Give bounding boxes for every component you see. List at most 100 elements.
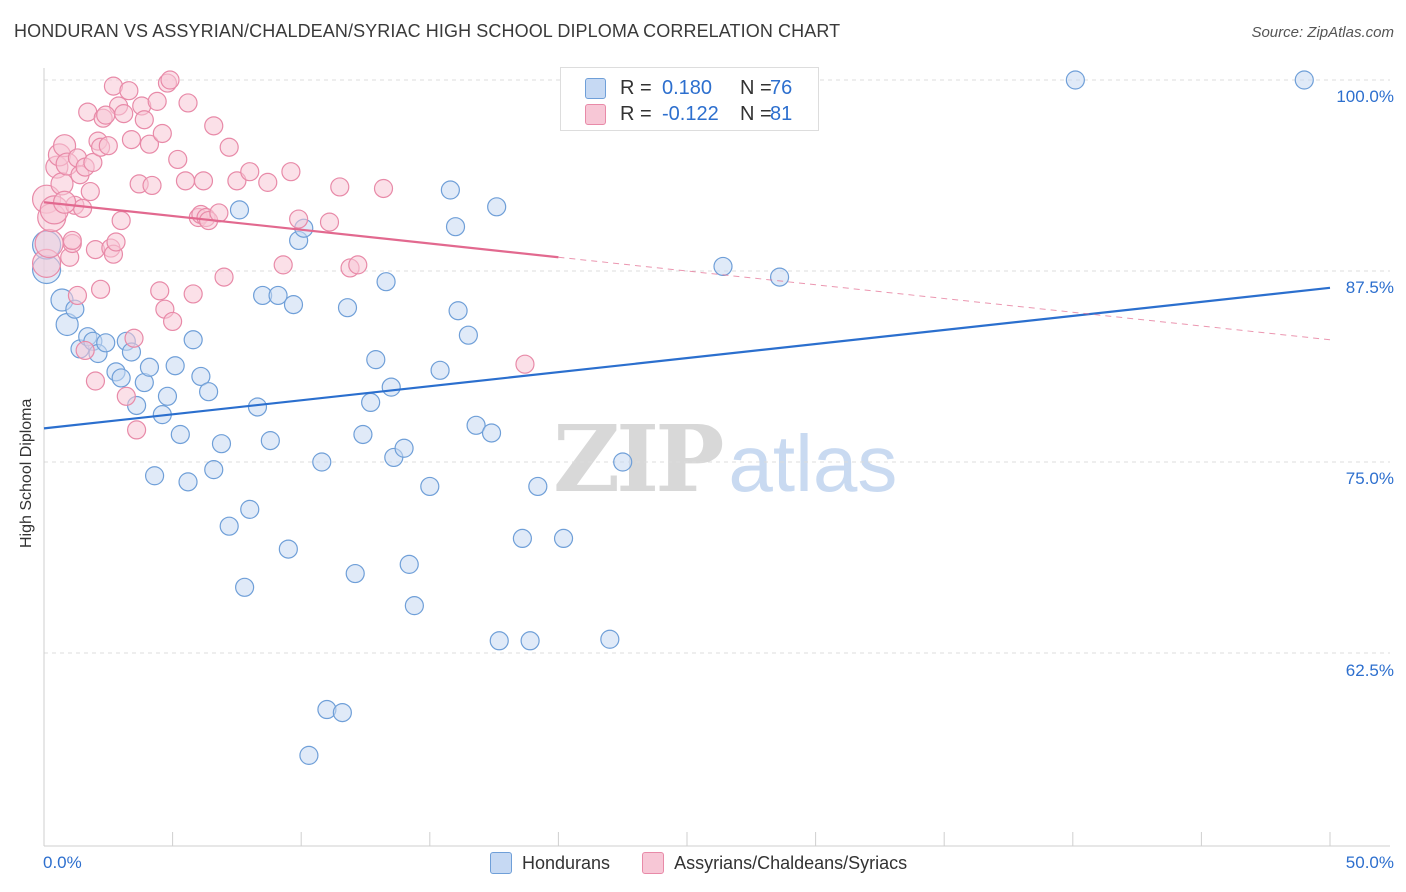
watermark: ZIP atlas: [553, 405, 897, 513]
honduran-point: [312, 452, 332, 472]
assyrian-point: [319, 212, 340, 232]
y-tick-label-87-5: 87.5%: [1345, 278, 1394, 297]
legend-row-assyrians: R = -0.122 N = 81: [585, 101, 792, 127]
assyrian-point: [62, 230, 82, 251]
assyrian-point: [240, 162, 260, 182]
honduran-point: [448, 301, 468, 321]
assyrian-point: [124, 328, 144, 348]
assyrian-point: [134, 110, 154, 130]
honduran-point: [381, 377, 401, 397]
legend-r-value: 0.180: [662, 76, 713, 99]
assyrian-trend-line: [43, 201, 559, 259]
honduran-point: [430, 360, 450, 380]
honduran-point: [178, 472, 198, 492]
legend-n-label: N =: [740, 76, 772, 99]
legend-n-value: 76: [770, 76, 793, 99]
honduran-point: [553, 528, 574, 549]
honduran-point: [713, 256, 733, 277]
honduran-point: [111, 368, 131, 388]
assyrian-point: [258, 172, 278, 192]
honduran-point: [613, 452, 633, 472]
assyrian-point: [80, 181, 100, 202]
assyrian-point: [85, 371, 106, 391]
assyrian-point: [281, 162, 301, 182]
honduran-point: [332, 702, 352, 723]
honduran-point: [1065, 70, 1085, 90]
honduran-point: [260, 431, 280, 451]
honduran-point: [165, 356, 185, 376]
legend-r-value: -0.122: [662, 102, 719, 125]
y-axis-label-wrap: High School Diploma: [18, 399, 38, 748]
assyrian-point: [34, 228, 64, 259]
legend-r-label: R =: [620, 76, 652, 99]
honduran-point: [466, 415, 486, 435]
chart-title: HONDURAN VS ASSYRIAN/CHALDEAN/SYRIAC HIG…: [14, 21, 841, 41]
assyrian-point: [160, 70, 180, 90]
assyrian-point: [83, 152, 103, 173]
stats-legend: R = 0.180 N = 76 R = -0.122 N = 81: [560, 67, 819, 131]
legend-swatch-assyrians: [642, 852, 665, 874]
assyrian-point: [126, 420, 147, 440]
honduran-point: [404, 596, 424, 616]
legend-swatch-blue: [585, 77, 606, 99]
assyrian-trend-extension: [558, 256, 1331, 341]
assyrian-point: [330, 177, 350, 197]
honduran-point: [283, 295, 304, 315]
honduran-point: [211, 434, 232, 454]
honduran-point: [345, 563, 365, 584]
assyrian-point: [72, 198, 93, 218]
assyrian-point: [67, 285, 88, 306]
assyrian-point: [116, 386, 136, 406]
honduran-point: [445, 217, 466, 237]
honduran-point: [366, 350, 386, 370]
assyrian-point: [273, 255, 293, 275]
honduran-point: [600, 629, 620, 649]
legend-r-label: R =: [620, 102, 652, 125]
assyrian-point: [111, 210, 131, 231]
legend-item-assyrians: Assyrians/Chaldeans/Syriacs: [642, 852, 907, 874]
assyrian-point: [168, 149, 188, 170]
honduran-point: [376, 272, 396, 292]
assyrian-point: [119, 81, 139, 101]
y-tick-label-100: 100.0%: [1336, 87, 1394, 106]
assyrian-point: [373, 178, 394, 199]
honduran-point: [520, 631, 540, 651]
assyrian-point: [142, 175, 162, 196]
honduran-point: [183, 330, 203, 350]
honduran-point: [157, 386, 178, 406]
honduran-point: [458, 325, 478, 345]
assyrian-point: [106, 232, 126, 252]
honduran-point: [191, 366, 211, 387]
legend-swatch-pink: [585, 103, 606, 125]
y-tick-label-62-5: 62.5%: [1345, 661, 1394, 680]
legend-item-hondurans: Hondurans: [490, 852, 610, 874]
honduran-point: [528, 476, 548, 497]
assyrian-point: [163, 311, 183, 332]
assyrian-point: [52, 190, 77, 214]
honduran-point: [481, 423, 502, 443]
honduran-point: [487, 197, 507, 217]
honduran-point: [204, 460, 224, 480]
assyrian-point: [139, 134, 160, 154]
honduran-point: [420, 476, 440, 497]
assyrian-point: [175, 171, 196, 191]
assyrian-point: [178, 93, 198, 113]
honduran-point: [361, 392, 381, 413]
honduran-point: [769, 267, 790, 287]
x-tick-label-min: 0.0%: [43, 853, 82, 872]
honduran-point: [229, 200, 250, 220]
honduran-point: [268, 285, 288, 306]
assyrian-point: [193, 171, 214, 191]
legend-n-value: 81: [770, 102, 793, 125]
honduran-point: [440, 180, 460, 200]
honduran-trend-line: [43, 286, 1331, 430]
assyrian-point: [98, 136, 118, 156]
watermark-zip: ZIP: [553, 405, 724, 513]
assyrian-point: [219, 137, 239, 157]
honduran-point: [170, 424, 190, 445]
honduran-point: [219, 516, 239, 536]
assyrian-point: [515, 354, 535, 374]
legend-swatch-hondurans: [490, 852, 512, 874]
assyrian-point: [90, 279, 111, 299]
y-axis-label: High School Diploma: [18, 398, 35, 548]
